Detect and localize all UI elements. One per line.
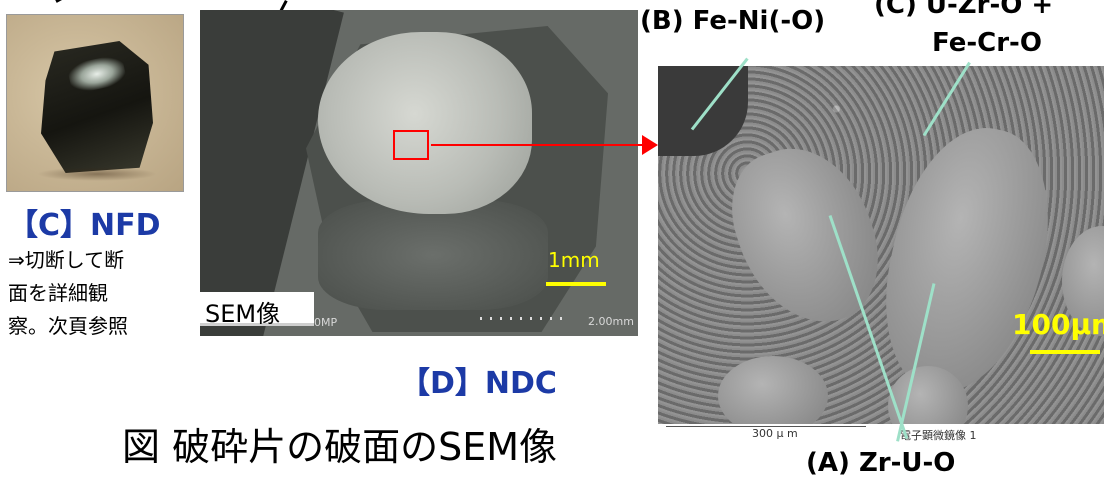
scale-bar-100um [1030, 350, 1100, 354]
nfd-note-line: ⇒切断して断 [8, 248, 125, 272]
sem-label: SEM像 [205, 300, 281, 328]
micrograph-footer-scale-line [666, 426, 866, 427]
phase-label-a: (A) Zr-U-O [806, 448, 956, 478]
figure-caption: 図 破砕片の破面のSEM像 [122, 425, 557, 469]
magnified-region-box [393, 130, 429, 160]
phase-label-c-line2: Fe-Cr-O [932, 28, 1042, 58]
magnify-arrow-line [431, 144, 649, 146]
phase-a-grain [865, 113, 1069, 409]
ndc-title: 【D】NDC [400, 366, 557, 401]
fragment-shadow [37, 167, 157, 181]
micrograph-footer [658, 424, 1104, 438]
micrograph-footer-scale: 300 μ m [752, 427, 798, 440]
phase-a-grain [718, 356, 828, 424]
sample-sphere [318, 32, 532, 214]
sample-lower-part [318, 200, 548, 310]
ndc-sem-image [200, 10, 638, 336]
micrograph-footer-tag: 電子顕微鏡像 1 [900, 429, 977, 442]
nfd-note-line: 察。次頁参照 [8, 314, 128, 338]
nfd-note-line: 面を詳細観 [8, 281, 108, 305]
sem-scale-ticks [480, 317, 570, 320]
phase-a-grain [715, 130, 897, 342]
nfd-note: ⇒切断して断 面を詳細観 察。次頁参照 [8, 244, 128, 343]
nfd-title: 【C】NFD [8, 208, 161, 243]
magnify-arrow-head-icon [642, 135, 658, 155]
nfd-photo [6, 14, 184, 192]
scale-bar-1mm [546, 282, 606, 286]
sem-label-box [200, 292, 314, 326]
sem-info-tag: 0MP [314, 316, 338, 329]
sem-scale-tag: 2.00mm [588, 315, 634, 328]
phase-label-c-line1: (C) U-Zr-O + [874, 0, 1054, 20]
pointer-arrow-nfd [55, 0, 89, 3]
scale-label-1mm: 1mm [548, 248, 600, 272]
scale-label-100um: 100μm [1012, 308, 1104, 341]
phase-label-b: (B) Fe-Ni(-O) [640, 6, 826, 36]
